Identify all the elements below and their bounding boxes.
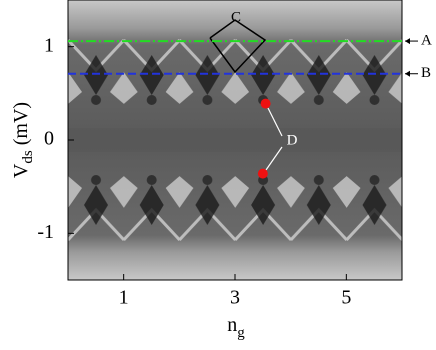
y-tick-label: -1 bbox=[37, 221, 54, 243]
point bbox=[260, 98, 271, 109]
x-label-sub: g bbox=[237, 325, 245, 341]
diamond-outline bbox=[209, 19, 267, 74]
y-tick-label: 1 bbox=[44, 34, 54, 56]
x-axis-label: ng bbox=[227, 314, 245, 342]
y-label-sub: ds bbox=[20, 150, 36, 164]
heatmap-image bbox=[68, 0, 402, 280]
x-tick-label: 1 bbox=[119, 287, 129, 309]
point bbox=[257, 168, 268, 179]
y-tick-label: 0 bbox=[44, 128, 54, 150]
arrow bbox=[265, 146, 283, 171]
arrow-head bbox=[405, 38, 410, 45]
arrow bbox=[267, 107, 283, 137]
arrow-head bbox=[405, 70, 410, 77]
x-tick-label: 5 bbox=[341, 287, 351, 309]
y-axis-label: Vds (mV) bbox=[10, 102, 37, 178]
line-label: B bbox=[421, 65, 431, 81]
x-tick-label: 3 bbox=[230, 287, 240, 309]
annotation-c: C bbox=[231, 9, 241, 25]
y-label-unit: (mV) bbox=[10, 102, 32, 145]
x-label-main: n bbox=[227, 314, 237, 336]
annotation-d: D bbox=[287, 132, 298, 148]
line-label: A bbox=[421, 33, 432, 49]
y-label-main: V bbox=[10, 163, 32, 178]
